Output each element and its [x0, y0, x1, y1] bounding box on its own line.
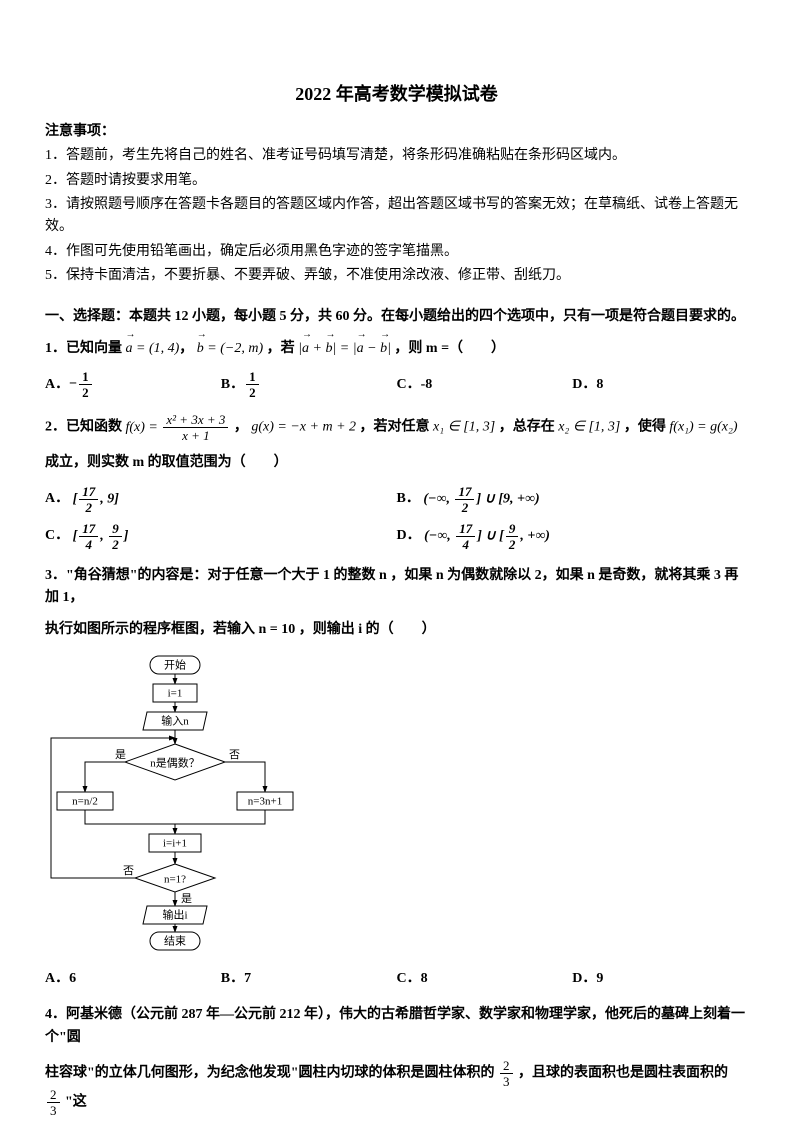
q4-line2-end: "这 — [65, 1095, 87, 1110]
q1-option-c: C．-8 — [397, 370, 573, 399]
q2-stem: 2．已知函数 f(x) = x² + 3x + 3x + 1 ， g(x) = … — [45, 413, 748, 442]
q4-line2-pre: 柱容球"的立体几何图形，为纪念他发现"圆柱内切球的体积是圆柱体积的 — [45, 1066, 495, 1081]
q3-option-d: D．9 — [572, 968, 748, 990]
fc-yes2: 是 — [181, 892, 192, 905]
fc-decision1: n是偶数？ — [150, 756, 200, 769]
fc-start: 开始 — [164, 657, 186, 671]
q3-option-c: C．8 — [397, 968, 573, 990]
instruction-3: 3．请按照题号顺序在答题卡各题目的答题区域内作答，超出答题区域书写的答案无效；在… — [45, 194, 748, 239]
q4-stem-line2: 柱容球"的立体几何图形，为纪念他发现"圆柱内切球的体积是圆柱体积的 23 ，且球… — [45, 1059, 748, 1117]
question-2: 2．已知函数 f(x) = x² + 3x + 3x + 1 ， g(x) = … — [45, 413, 748, 550]
flowchart-diagram: 开始 i=1 输入n n是偶数？ 是 n=n/2 否 n=3n+1 — [45, 652, 748, 952]
q2-stem-prefix: 2．已知函数 — [45, 420, 126, 435]
q1-a-label: A． — [45, 374, 69, 396]
q1-b-label: B． — [221, 374, 244, 396]
q2-b-label: B． — [397, 488, 420, 510]
q2-x1: x₁ ∈ [1, 3] — [433, 420, 495, 435]
q2-option-d: D． (−∞, 174] ∪ [92, +∞) — [397, 522, 749, 551]
q2-d-value: (−∞, 174] ∪ [92, +∞) — [421, 522, 550, 551]
fc-inc: i=i+1 — [163, 837, 187, 849]
instruction-5: 5．保持卡面清洁，不要折暴、不要弄破、弄皱，不准使用涂改液、修正带、刮纸刀。 — [45, 265, 748, 287]
q2-stem-mid3: ，总存在 — [499, 420, 559, 435]
fc-decision2: n=1? — [164, 873, 186, 885]
q2-x2: x₂ ∈ [1, 3] — [558, 420, 620, 435]
fc-no2: 否 — [123, 865, 134, 877]
q2-c-value: [174, 92] — [69, 522, 128, 551]
q2-d-label: D． — [397, 525, 421, 547]
q1-options: A． −12 B． 12 C．-8 D．8 — [45, 370, 748, 399]
q2-stem-line2: 成立，则实数 m 的取值范围为（ ） — [45, 452, 748, 474]
q4-line2-mid: ，且球的表面积也是圆柱表面积的 — [518, 1066, 728, 1081]
q2-stem-mid2: ，若对任意 — [360, 420, 434, 435]
q3-options: A．6 B．7 C．8 D．9 — [45, 968, 748, 990]
fc-output: 输出i — [162, 907, 187, 921]
q1-vector-b: b = (−2, m) — [197, 341, 263, 356]
fc-init: i=1 — [168, 687, 183, 699]
q1-stem: 1．已知向量 a = (1, 4)， b = (−2, m) ，若 |a + b… — [45, 338, 748, 360]
fc-no1: 否 — [229, 749, 240, 761]
fc-left-box: n=n/2 — [72, 795, 98, 807]
q1-vector-a: a = (1, 4) — [126, 341, 180, 356]
q1-stem-prefix: 1．已知向量 — [45, 341, 126, 356]
q2-stem-mid4: ，使得 — [624, 420, 670, 435]
q2-option-a: A． [172, 9] — [45, 485, 397, 514]
q2-a-label: A． — [45, 488, 69, 510]
q4-frac2: 23 — [45, 1095, 62, 1110]
page-title: 2022 年高考数学模拟试卷 — [45, 80, 748, 109]
instructions-block: 注意事项： 1．答题前，考生先将自己的姓名、准考证号码填写清楚，将条形码准确粘贴… — [45, 121, 748, 288]
q2-b-value: (−∞, 172] ∪ [9, +∞) — [420, 485, 540, 514]
q2-stem-mid1: ， — [234, 420, 252, 435]
question-4: 4．阿基米德（公元前 287 年—公元前 212 年），伟大的古希腊哲学家、数学… — [45, 1004, 748, 1117]
instruction-1: 1．答题前，考生先将自己的姓名、准考证号码填写清楚，将条形码准确粘贴在条形码区域… — [45, 145, 748, 167]
q3-stem-line2: 执行如图所示的程序框图，若输入 n = 10 ，则输出 i 的（ ） — [45, 619, 748, 641]
q2-option-c: C． [174, 92] — [45, 522, 397, 551]
q1-option-b: B． 12 — [221, 370, 397, 399]
fc-right-box: n=3n+1 — [248, 795, 282, 807]
q3-option-b: B．7 — [221, 968, 397, 990]
instructions-heading: 注意事项： — [45, 121, 748, 143]
q2-options-row2: C． [174, 92] D． (−∞, 174] ∪ [92, +∞) — [45, 522, 748, 551]
fc-input: 输入n — [161, 713, 189, 727]
q1-a-value: −12 — [69, 370, 93, 399]
question-1: 1．已知向量 a = (1, 4)， b = (−2, m) ，若 |a + b… — [45, 338, 748, 399]
q2-a-value: [172, 9] — [69, 485, 119, 514]
fc-end: 结束 — [164, 934, 186, 947]
instruction-2: 2．答题时请按要求用笔。 — [45, 170, 748, 192]
q1-stem-mid: ，若 — [267, 341, 299, 356]
question-3: 3．"角谷猜想"的内容是：对于任意一个大于 1 的整数 n ，如果 n 为偶数就… — [45, 565, 748, 991]
q2-eq: f(x₁) = g(x₂) — [669, 420, 737, 435]
q1-option-a: A． −12 — [45, 370, 221, 399]
q1-condition: |a + b| = |a − b| — [298, 341, 391, 356]
fc-yes1: 是 — [115, 748, 126, 761]
q1-b-value: 12 — [244, 370, 261, 399]
q2-gx: g(x) = −x + m + 2 — [251, 420, 356, 435]
q3-option-a: A．6 — [45, 968, 221, 990]
instruction-4: 4．作图可先使用铅笔画出，确定后必须用黑色字迹的签字笔描黑。 — [45, 241, 748, 263]
q3-stem-line1: 3．"角谷猜想"的内容是：对于任意一个大于 1 的整数 n ，如果 n 为偶数就… — [45, 565, 748, 610]
q2-c-label: C． — [45, 525, 69, 547]
q1-stem-suffix: ，则 m =（ ） — [394, 341, 505, 356]
q2-option-b: B． (−∞, 172] ∪ [9, +∞) — [397, 485, 749, 514]
q4-frac1: 23 — [498, 1066, 515, 1081]
q2-fx: f(x) = x² + 3x + 3x + 1 — [126, 420, 231, 435]
q2-options-row1: A． [172, 9] B． (−∞, 172] ∪ [9, +∞) — [45, 485, 748, 514]
q1-option-d: D．8 — [572, 370, 748, 399]
section-1-title: 一、选择题：本题共 12 小题，每小题 5 分，共 60 分。在每小题给出的四个… — [45, 306, 748, 328]
q4-stem-line1: 4．阿基米德（公元前 287 年—公元前 212 年），伟大的古希腊哲学家、数学… — [45, 1004, 748, 1049]
flowchart-svg: 开始 i=1 输入n n是偶数？ 是 n=n/2 否 n=3n+1 — [45, 652, 305, 952]
